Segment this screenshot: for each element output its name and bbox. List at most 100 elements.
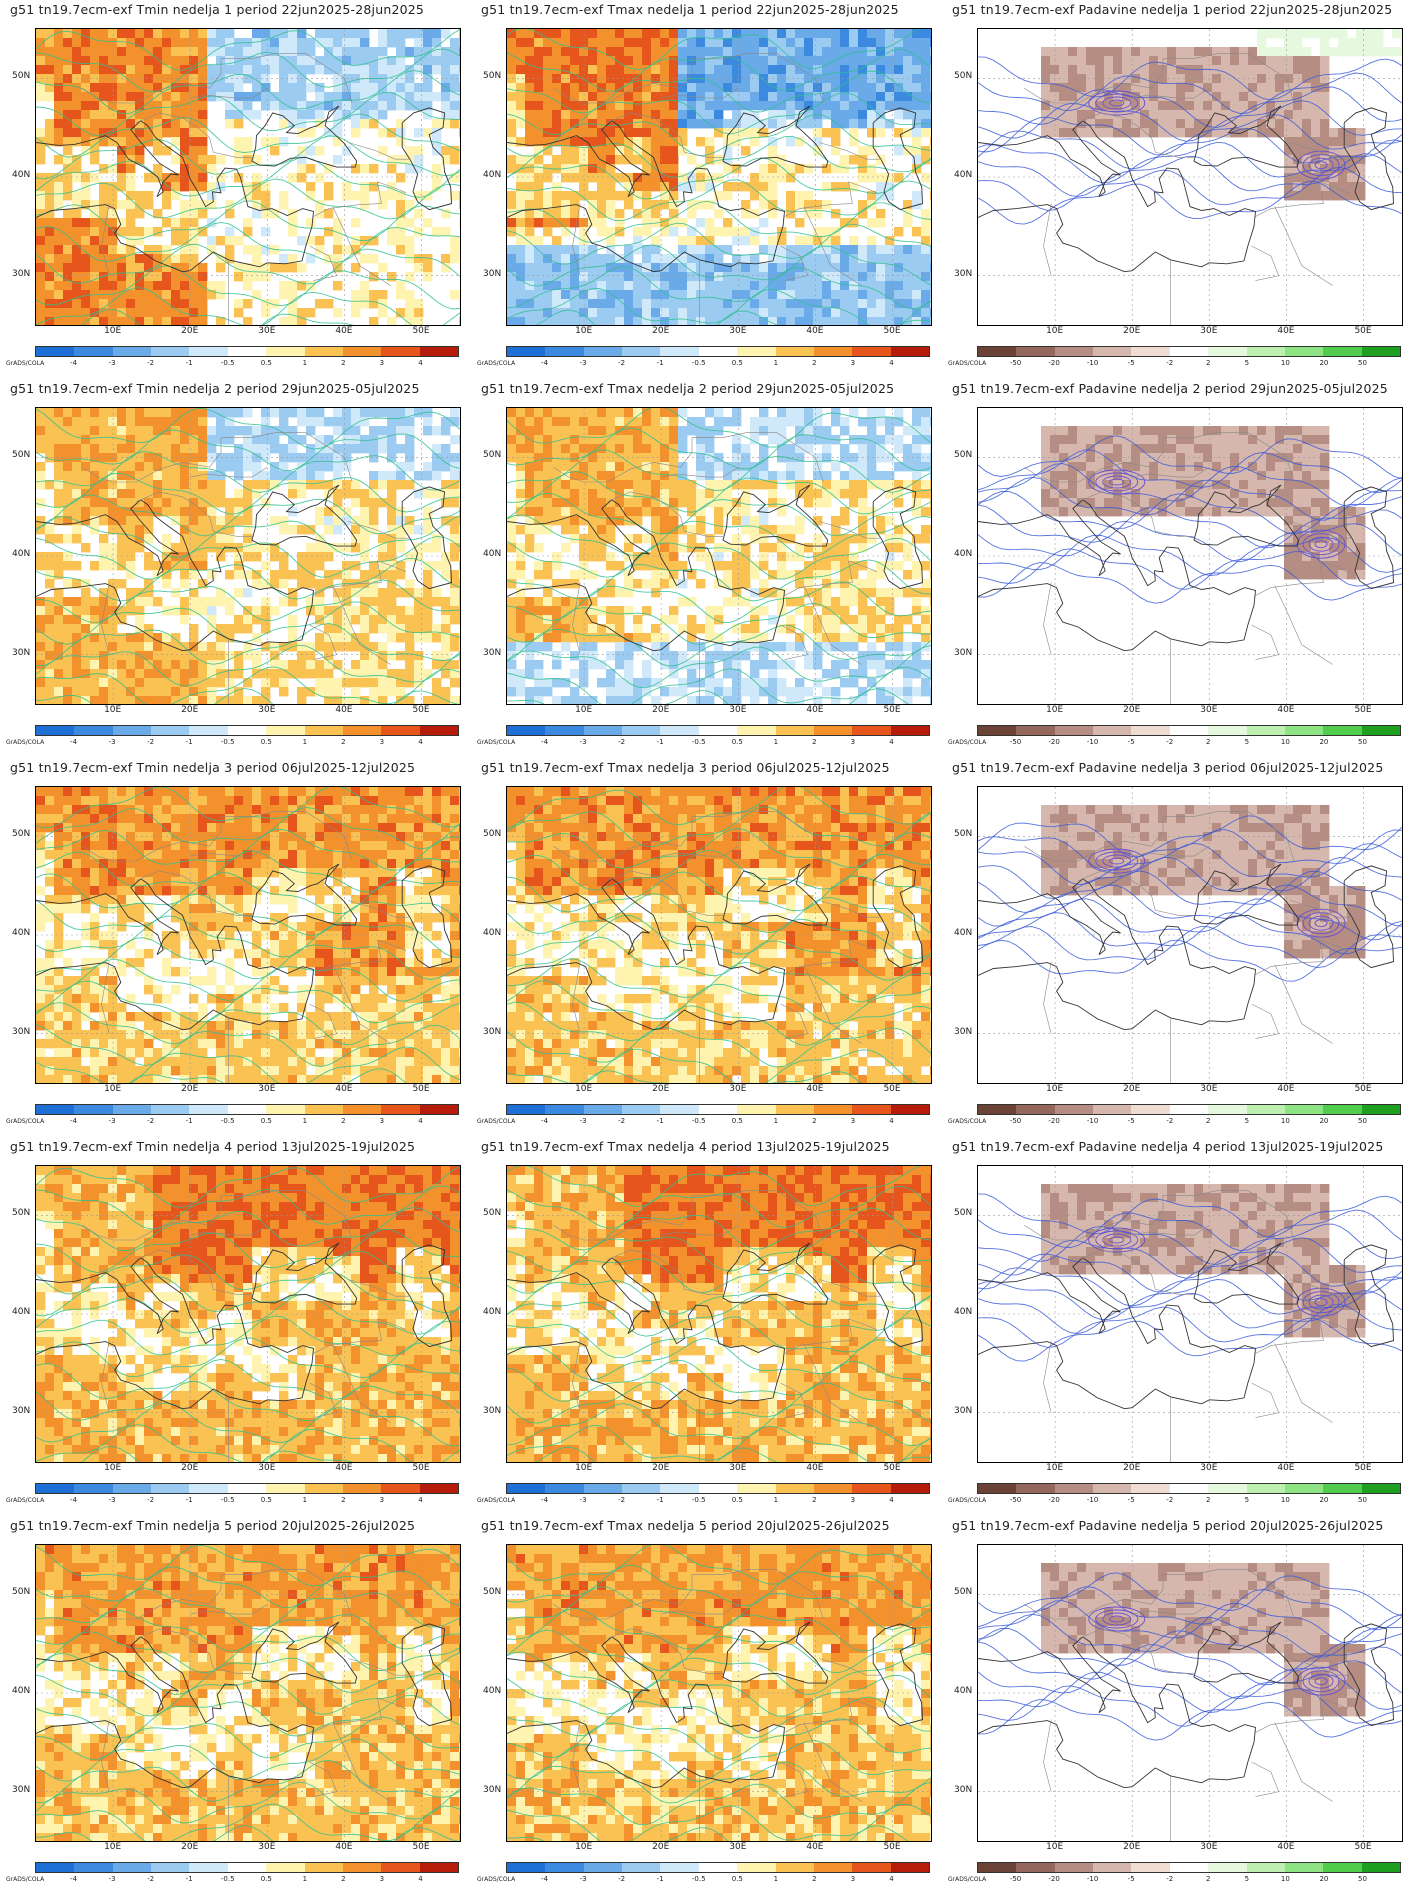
lon-tick-label: 40E (1277, 1463, 1295, 1473)
colorbar-segment (660, 347, 699, 356)
temperature-contour-line (507, 470, 931, 515)
colorbar-label: -4 (70, 1117, 78, 1125)
lat-tick-label: 40N (483, 170, 502, 180)
colorbar-label: -4 (541, 738, 549, 746)
temperature-contour-line (507, 1740, 931, 1782)
lon-tick-label: 10E (575, 705, 593, 715)
colorbar-segment (1323, 726, 1362, 735)
colorbar-label: 10 (1280, 738, 1290, 746)
colorbar-segment (189, 1863, 228, 1872)
lat-tick-label: 40N (483, 1686, 502, 1696)
precip-contour-line (1302, 1291, 1340, 1314)
lon-tick-label: 30E (258, 1084, 276, 1094)
lon-tick-label: 10E (1046, 705, 1064, 715)
colorbar (506, 1104, 930, 1115)
temperature-contour-line (36, 472, 460, 515)
lon-tick-label: 10E (575, 326, 593, 336)
coastlines (507, 432, 923, 704)
colorbar-label: 2 (812, 1117, 817, 1125)
temperature-contour-line (36, 1380, 460, 1422)
colorbar-segment (381, 1105, 420, 1114)
lat-tick-label: 50N (954, 829, 973, 840)
precip-contour-line (1308, 1673, 1334, 1689)
precip-contour-line (1095, 851, 1139, 871)
lat-tick-label: 40N (954, 549, 973, 559)
lat-tick-label: 30N (12, 647, 31, 658)
colorbar-segment (266, 1105, 305, 1114)
temperature-contour-line (36, 1024, 460, 1067)
precip-contour-line (978, 842, 1402, 886)
temperature-contour-line (507, 1718, 931, 1760)
precip-contour-line (1102, 1233, 1132, 1247)
map-frame (977, 786, 1403, 1084)
panel-title: g51 tn19.7ecm-exf Padavine nedelja 1 per… (952, 2, 1393, 17)
colorbar-segment (737, 347, 776, 356)
colorbar-label: 1 (302, 738, 308, 746)
colorbar-segment (419, 347, 458, 356)
map-frame (506, 1544, 932, 1842)
colorbar-label: -3 (579, 1496, 587, 1504)
colorbar-segment (342, 347, 382, 356)
colorbar-label: 50 (1357, 359, 1367, 367)
lon-tick-label: 20E (652, 705, 670, 715)
colorbar-label: -4 (70, 738, 78, 746)
lon-tick-label: 10E (1046, 1463, 1064, 1473)
colorbar (977, 725, 1401, 736)
colorbar-segment (1169, 726, 1209, 735)
temperature-contour-line (36, 1046, 460, 1083)
colorbar-label: -1 (185, 1875, 193, 1883)
colorbar-segment (227, 726, 267, 735)
temperature-contour-line (507, 1185, 931, 1229)
lon-tick-label: 30E (1200, 326, 1218, 336)
colorbar-label: 3 (379, 1875, 385, 1883)
temperature-contour-line (507, 1250, 931, 1294)
map-canvas (978, 408, 1402, 704)
precip-contour-line (978, 912, 1402, 955)
colorbar-segment (978, 1484, 1017, 1493)
precip-contour-line (1314, 540, 1328, 549)
colorbar-segment (1131, 726, 1170, 735)
lat-tick-label: 50N (954, 450, 973, 461)
temperature-contour-line (507, 288, 931, 325)
colorbar-segment (890, 1484, 929, 1493)
map-frame (35, 1165, 461, 1463)
precip-contour-line (1109, 857, 1125, 865)
temperature-contour-line (507, 1381, 931, 1424)
temperature-contour-line (507, 1674, 931, 1717)
temperature-contour-line (507, 1027, 931, 1068)
colorbar-segment (1016, 1484, 1055, 1493)
colorbar-segment (737, 726, 776, 735)
temperature-contour-line (36, 1337, 460, 1378)
temperature-contour-line (507, 1048, 918, 1083)
colorbar-label: -20 (1048, 1496, 1060, 1504)
graticule (978, 1545, 1402, 1841)
colorbar-label: -2 (618, 738, 626, 746)
colorbar-segment (622, 726, 661, 735)
temperature-contour-line (507, 1001, 931, 1046)
forecast-panel-tmin-week-5: g51 tn19.7ecm-exf Tmin nedelja 5 period … (0, 1516, 471, 1895)
forecast-panel-tmin-week-2: g51 tn19.7ecm-exf Tmin nedelja 2 period … (0, 379, 471, 758)
temperature-contour-line (507, 244, 931, 287)
lon-tick-label: 40E (806, 1084, 824, 1094)
colorbar-label: 1 (773, 1117, 779, 1125)
colorbar-segment (698, 1863, 738, 1872)
colorbar-label: 4 (889, 359, 894, 367)
colorbar-segment (112, 1484, 152, 1493)
lon-tick-label: 20E (652, 1463, 670, 1473)
temperature-contour-line (80, 1445, 353, 1462)
lon-tick-label: 10E (1046, 1842, 1064, 1852)
colorbar-label: -1 (656, 1496, 664, 1504)
temperature-contour-line (507, 29, 922, 71)
grads-credit: GrADS/COLA (477, 360, 516, 367)
lon-tick-label: 30E (729, 1084, 747, 1094)
temperature-contour-line (36, 1545, 460, 1587)
anomaly-shading (507, 29, 931, 325)
map-frame (977, 407, 1403, 705)
temperature-contour-line (36, 828, 460, 871)
colorbar (35, 346, 459, 357)
colorbar-segment (583, 726, 623, 735)
colorbar-segment (813, 1863, 853, 1872)
colorbar-label: -2 (1166, 359, 1174, 367)
lat-tick-label: 50N (12, 829, 31, 840)
precip-contour-line (978, 100, 1402, 142)
